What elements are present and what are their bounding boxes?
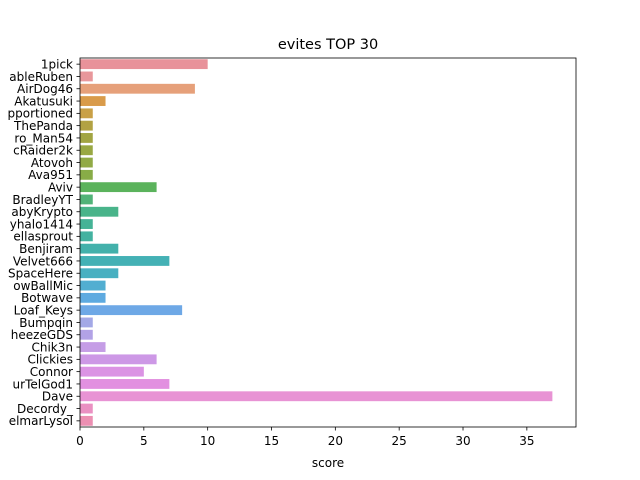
x-tick-label: 30 (455, 434, 470, 448)
bar (80, 268, 119, 279)
bar (80, 354, 157, 365)
bar (80, 305, 183, 316)
bar (80, 403, 93, 414)
x-axis-label: score (312, 456, 344, 470)
y-tick-label: AirDog46 (17, 82, 73, 96)
y-tick-label: Chik3n (31, 340, 73, 354)
y-tick-label: pportioned (8, 107, 74, 121)
y-tick-label: Decordy_ (17, 402, 74, 416)
y-tick-label: heezeGDS (11, 328, 73, 342)
y-axis-ticks: 1pickableRubenAirDog46Akatusukipportione… (8, 57, 80, 428)
x-tick-label: 0 (76, 434, 84, 448)
y-tick-label: Botwave (21, 291, 73, 305)
y-tick-label: Benjiram (19, 242, 73, 256)
plot-frame (79, 57, 577, 428)
x-tick-label: 25 (392, 434, 407, 448)
y-tick-label: 1pick (41, 57, 73, 71)
bar (80, 96, 106, 106)
bar (80, 108, 93, 119)
y-tick-label: Atovoh (31, 156, 73, 170)
x-tick-label: 20 (328, 434, 343, 448)
bar (80, 206, 119, 217)
bar (80, 71, 93, 82)
bar (80, 292, 106, 303)
bar (80, 145, 93, 156)
y-tick-label: Connor (30, 365, 73, 379)
bar (80, 169, 93, 180)
y-tick-label: Clickies (27, 353, 73, 367)
bar (80, 243, 119, 254)
y-tick-label: SpaceHere (8, 267, 73, 281)
bar (80, 256, 170, 266)
y-tick-label: ThePanda (13, 119, 73, 133)
y-tick-label: Ava951 (28, 168, 73, 182)
y-tick-label: ellasprout (13, 230, 73, 244)
x-tick-label: 35 (519, 434, 534, 448)
bar (80, 366, 144, 377)
y-tick-label: Bumpqin (19, 316, 73, 330)
bar (80, 157, 93, 168)
y-tick-label: BradleyYT (12, 193, 73, 207)
y-tick-label: Loaf_Keys (14, 303, 73, 317)
bar (80, 391, 553, 402)
bar (80, 133, 93, 143)
bar (80, 342, 106, 352)
bar (80, 120, 93, 131)
bar (80, 280, 106, 291)
bar (80, 329, 93, 340)
y-tick-label: Dave (42, 390, 73, 404)
y-tick-label: owBallMic (13, 279, 73, 293)
y-tick-label: cRaider2k (13, 144, 73, 158)
bar (80, 59, 208, 70)
y-tick-label: Akatusuki (14, 94, 73, 108)
x-axis-ticks: 0 5 10 15 20 25 30 35 (76, 427, 534, 448)
bars (80, 59, 553, 426)
x-tick-label: 10 (200, 434, 215, 448)
y-tick-label: Velvet666 (13, 254, 73, 268)
bar (80, 219, 93, 229)
bar (80, 379, 170, 389)
bar (80, 182, 157, 193)
bar (80, 415, 93, 426)
bar (80, 194, 93, 205)
chart-title: evites TOP 30 (278, 37, 378, 53)
y-tick-label: ro_Man54 (14, 131, 73, 145)
y-tick-label: ableRuben (9, 70, 73, 84)
bar (80, 317, 93, 328)
x-tick-label: 15 (264, 434, 279, 448)
y-tick-label: urTelGod1 (13, 377, 73, 391)
bar (80, 83, 195, 94)
bar (80, 231, 93, 242)
y-tick-label: elmarLysol (9, 414, 73, 428)
y-tick-label: abyKrypto (11, 205, 73, 219)
y-tick-label: yhalo1414 (10, 217, 73, 231)
x-tick-label: 5 (140, 434, 148, 448)
y-tick-label: Aviv (48, 180, 73, 194)
